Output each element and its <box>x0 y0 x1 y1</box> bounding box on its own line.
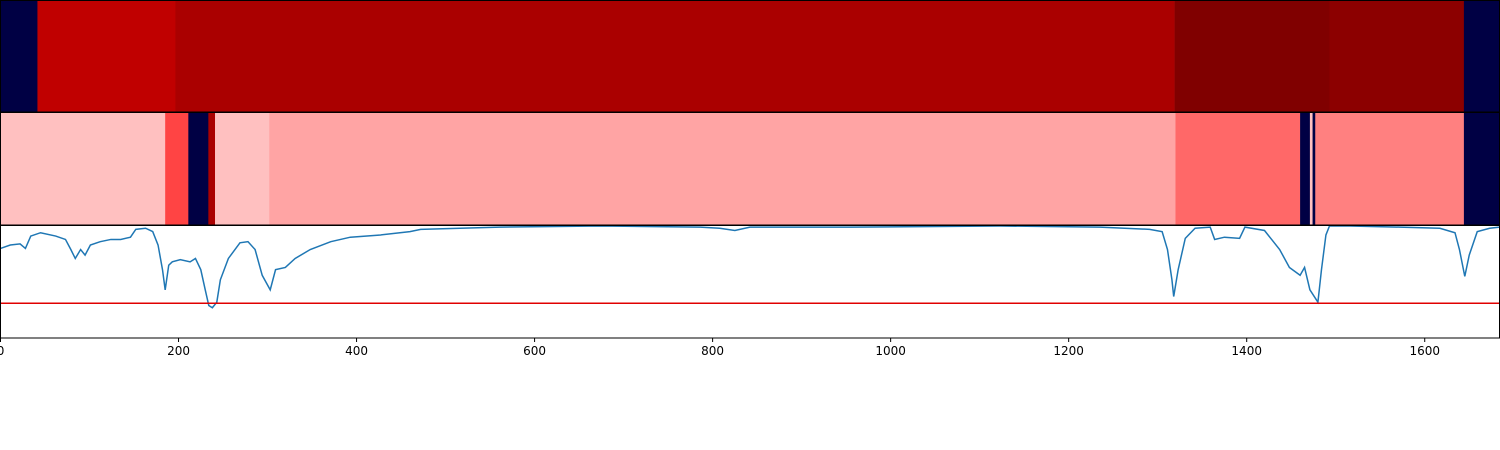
segment <box>1312 113 1316 225</box>
x-tick-label: 1200 <box>1053 344 1084 358</box>
segment <box>1309 113 1313 225</box>
segment <box>269 113 1176 225</box>
segment <box>165 113 189 225</box>
segment <box>0 1 38 112</box>
segment <box>215 113 270 225</box>
segment <box>175 1 1175 112</box>
x-tick-label: 200 <box>167 344 190 358</box>
x-tick-label: 400 <box>345 344 368 358</box>
segment <box>188 113 209 225</box>
line <box>0 225 1500 309</box>
x-tick-label: 1000 <box>875 344 906 358</box>
x-tick-label: 0 <box>0 344 4 358</box>
segment <box>1300 113 1311 225</box>
segment <box>1463 113 1500 225</box>
x-tick-label: 800 <box>701 344 724 358</box>
segment <box>208 113 216 225</box>
segment <box>37 1 176 112</box>
x-tick-label: 1400 <box>1231 344 1262 358</box>
segment <box>1463 1 1500 112</box>
segment <box>1174 1 1330 112</box>
segment <box>1329 1 1465 112</box>
segment <box>0 113 166 225</box>
segment <box>1175 113 1301 225</box>
x-tick-label: 1600 <box>1409 344 1440 358</box>
segment <box>1315 113 1465 225</box>
x-tick-label: 600 <box>523 344 546 358</box>
